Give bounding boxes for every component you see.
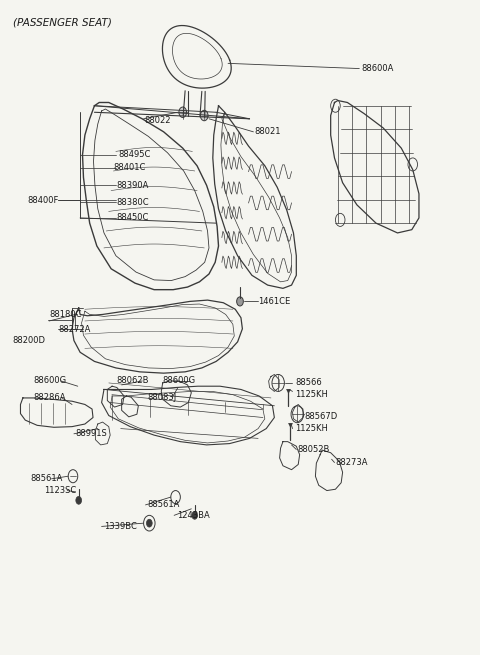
Text: 1339BC: 1339BC xyxy=(104,522,137,531)
Circle shape xyxy=(237,297,243,306)
Text: 88991S: 88991S xyxy=(75,429,107,438)
Text: 88022: 88022 xyxy=(144,116,171,125)
Text: 88401C: 88401C xyxy=(114,163,146,172)
Text: 1461CE: 1461CE xyxy=(258,297,290,306)
Text: 88495C: 88495C xyxy=(118,150,151,159)
Text: 88052B: 88052B xyxy=(297,445,330,454)
Text: 88450C: 88450C xyxy=(116,214,148,223)
Circle shape xyxy=(179,107,187,117)
Text: 88600A: 88600A xyxy=(362,64,394,73)
Text: 88180C: 88180C xyxy=(49,310,82,319)
Text: 1243BA: 1243BA xyxy=(177,511,210,520)
Text: 88561A: 88561A xyxy=(30,474,62,483)
Text: 88390A: 88390A xyxy=(116,181,148,190)
Text: 88600G: 88600G xyxy=(34,377,67,386)
Text: 88272A: 88272A xyxy=(59,325,91,334)
Text: 88561A: 88561A xyxy=(147,500,180,510)
Text: 1125KH: 1125KH xyxy=(295,390,328,399)
Text: 88083J: 88083J xyxy=(147,393,176,402)
Text: 88380C: 88380C xyxy=(116,198,148,207)
Text: 88566: 88566 xyxy=(295,379,322,388)
Text: 88021: 88021 xyxy=(254,127,281,136)
Circle shape xyxy=(192,512,198,519)
Text: 88286A: 88286A xyxy=(34,393,66,402)
Text: 88600G: 88600G xyxy=(163,377,196,386)
Text: 88273A: 88273A xyxy=(336,458,368,467)
Text: 88062B: 88062B xyxy=(116,377,148,386)
Text: 88200D: 88200D xyxy=(12,336,45,345)
Text: (PASSENGER SEAT): (PASSENGER SEAT) xyxy=(13,18,112,28)
Circle shape xyxy=(146,519,152,527)
Text: 88400F: 88400F xyxy=(28,196,59,205)
Text: 88567D: 88567D xyxy=(304,413,337,421)
Circle shape xyxy=(76,496,82,504)
Text: 1125KH: 1125KH xyxy=(295,424,328,433)
Circle shape xyxy=(200,110,208,121)
Text: 1123SC: 1123SC xyxy=(44,486,77,495)
